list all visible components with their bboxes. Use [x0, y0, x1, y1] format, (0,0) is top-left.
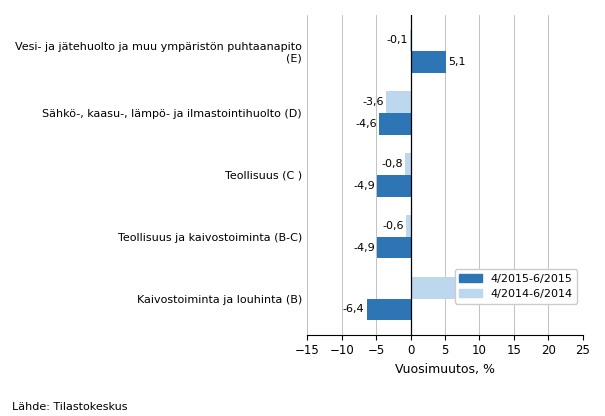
Text: -0,1: -0,1	[387, 35, 408, 45]
Bar	[407, 215, 411, 237]
Text: -4,9: -4,9	[353, 181, 375, 191]
Text: -4,6: -4,6	[355, 119, 377, 129]
Legend: 4/2015-6/2015, 4/2014-6/2014: 4/2015-6/2015, 4/2014-6/2014	[455, 269, 577, 304]
Text: -6,4: -6,4	[343, 305, 365, 314]
Text: 16,2: 16,2	[524, 283, 549, 293]
Bar	[405, 153, 411, 175]
X-axis label: Vuosimuutos, %: Vuosimuutos, %	[395, 363, 495, 376]
Bar	[377, 237, 411, 258]
Text: 5,1: 5,1	[448, 57, 465, 67]
Bar	[367, 299, 411, 320]
Bar	[379, 113, 411, 135]
Bar	[377, 175, 411, 196]
Bar	[410, 30, 411, 51]
Text: -0,8: -0,8	[381, 159, 403, 169]
Text: -4,9: -4,9	[353, 243, 375, 253]
Bar	[386, 92, 411, 113]
Bar	[411, 277, 522, 299]
Text: Lähde: Tilastokeskus: Lähde: Tilastokeskus	[12, 402, 128, 412]
Text: -3,6: -3,6	[362, 97, 384, 107]
Text: -0,6: -0,6	[383, 221, 404, 231]
Bar	[411, 51, 446, 73]
